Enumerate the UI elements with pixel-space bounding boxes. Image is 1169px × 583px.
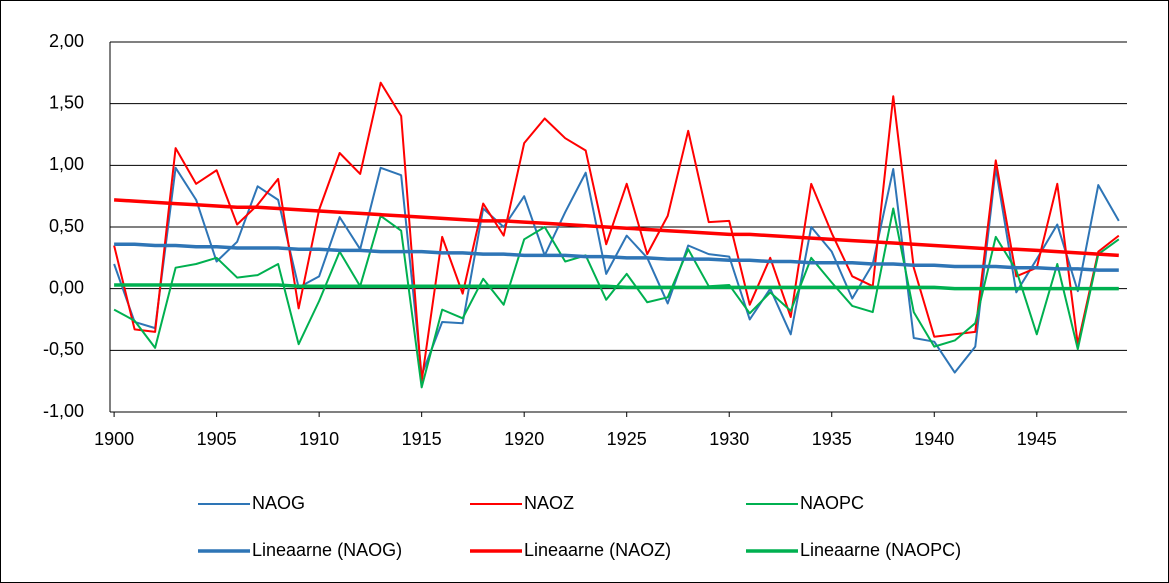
x-tick-label: 1920 (504, 429, 544, 449)
series-line (113, 166, 1120, 376)
x-tick-label: 1935 (812, 429, 852, 449)
legend-label: Lineaarne (NAOPC) (800, 540, 961, 560)
x-tick-label: 1905 (197, 429, 237, 449)
y-tick-label: 0,00 (49, 277, 84, 297)
x-tick-label: 1910 (299, 429, 339, 449)
y-tick-label: 0,50 (49, 216, 84, 236)
series-line (114, 242, 1119, 272)
legend-label: NAOPC (800, 493, 864, 513)
x-tick-label: 1945 (1017, 429, 1057, 449)
y-tick-label: -0,50 (43, 339, 84, 359)
y-tick-label: 2,00 (49, 31, 84, 51)
x-tick-label: 1940 (914, 429, 954, 449)
legend-label: NAOG (252, 493, 305, 513)
x-tick-label: 1915 (402, 429, 442, 449)
legend-label: Lineaarne (NAOG) (252, 540, 402, 560)
x-tick-label: 1900 (94, 429, 134, 449)
x-tick-label: 1925 (607, 429, 647, 449)
series-line (113, 81, 1120, 383)
legend-label: NAOZ (524, 493, 574, 513)
legend-label: Lineaarne (NAOZ) (524, 540, 671, 560)
y-tick-label: -1,00 (43, 401, 84, 421)
series-line (114, 283, 1119, 291)
y-tick-label: 1,50 (49, 92, 84, 112)
series-line (113, 198, 1119, 258)
y-tick-label: 1,00 (49, 154, 84, 174)
x-tick-label: 1930 (709, 429, 749, 449)
